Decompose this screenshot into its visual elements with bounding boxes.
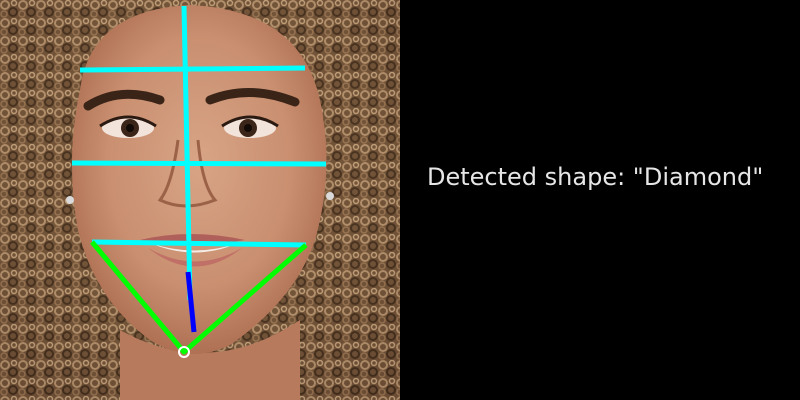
- cheekbone-width-line: [71, 160, 327, 167]
- right-earring: [326, 192, 334, 200]
- neck: [120, 320, 300, 400]
- jawline-outline: [90, 240, 308, 355]
- vertical-face-length-line: [181, 5, 193, 301]
- chin-segment-line: [185, 271, 197, 333]
- right-eyelid: [221, 115, 279, 128]
- right-pupil: [244, 124, 252, 132]
- face-photo: [0, 0, 400, 400]
- lower-lip: [148, 248, 242, 267]
- left-eyebrow: [83, 89, 165, 111]
- jaw-width-line: [91, 239, 307, 248]
- forehead-width-line: [79, 65, 306, 73]
- smile-teeth: [150, 243, 238, 253]
- left-earring: [66, 196, 74, 204]
- detected-shape-label: Detected shape: "Diamond": [427, 163, 764, 191]
- face-photo-panel: [0, 0, 400, 400]
- left-eyelid: [99, 115, 157, 128]
- result-panel: Detected shape: "Diamond": [400, 0, 800, 400]
- left-pupil: [126, 124, 134, 132]
- right-eyebrow: [205, 88, 300, 107]
- chin-point-marker: [178, 346, 190, 358]
